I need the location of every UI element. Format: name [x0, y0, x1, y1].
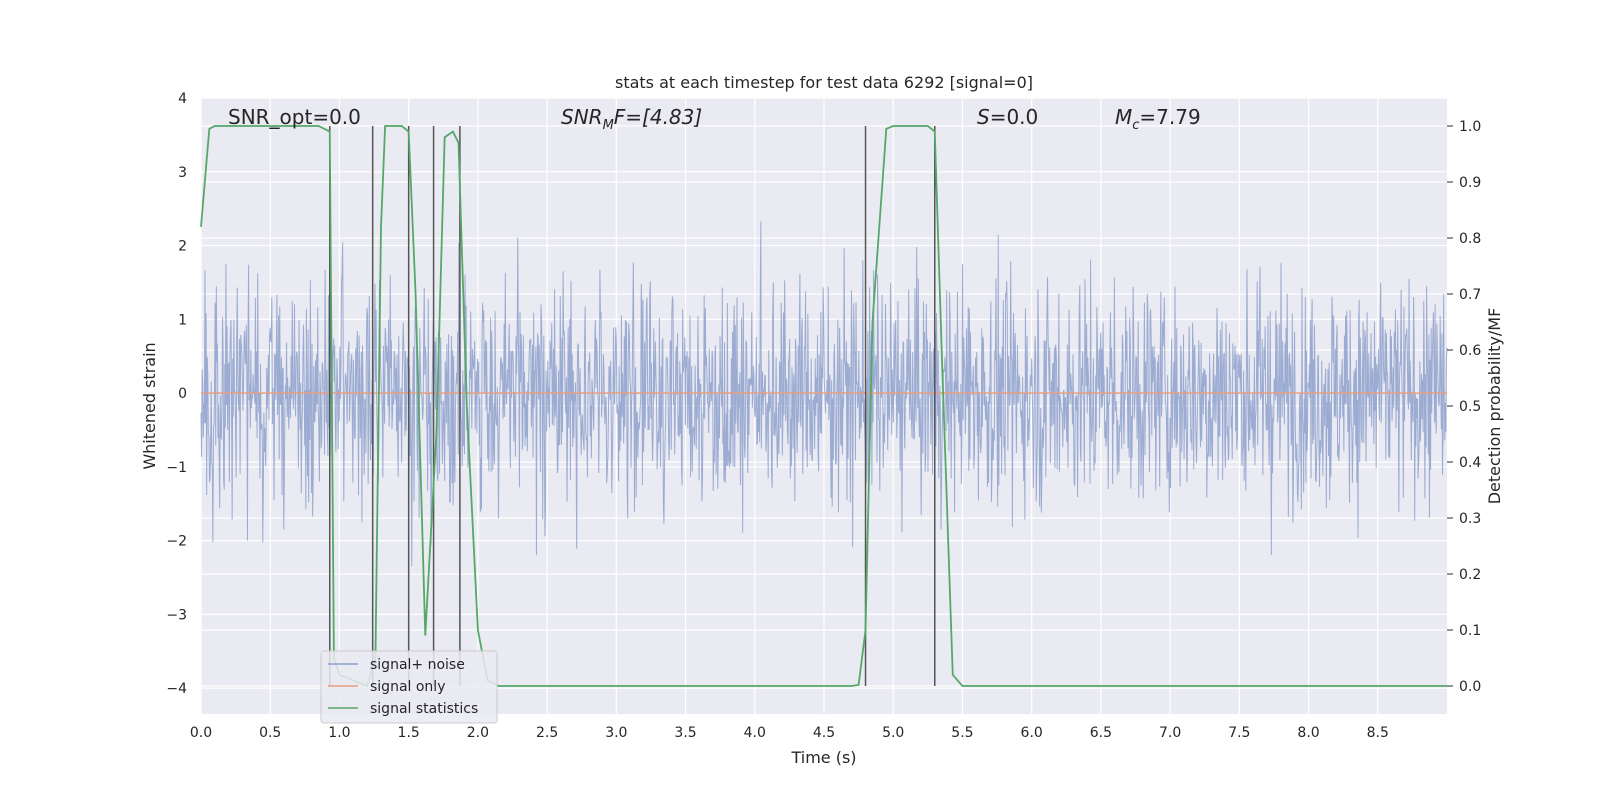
annotation-s-label: S [977, 105, 990, 129]
x-tick-label: 0.5 [259, 725, 281, 741]
x-tick-label: 8.5 [1367, 725, 1389, 741]
x-tick-label: 8.0 [1297, 725, 1319, 741]
signal-statistics-series [200, 125, 1447, 688]
y-right-tick-label: 0.1 [1459, 623, 1481, 639]
y-right-tick-label: 0.6 [1459, 343, 1481, 359]
y-right-tick-label: 0.3 [1459, 511, 1481, 527]
y-left-tick-label: 1 [178, 312, 187, 328]
annotation-mc-sub: c [1132, 118, 1139, 133]
y-right-tick-label: 0.2 [1459, 567, 1481, 583]
annotation-s: S=0.0 [977, 105, 1038, 129]
annotation-snr-mf: SNRMF=[4.83] [561, 105, 702, 133]
y-right-tick-label: 0.9 [1459, 175, 1481, 191]
chart-title: stats at each timestep for test data 629… [615, 73, 1033, 92]
y-axis-right-label: Detection probability/MF [1485, 308, 1504, 505]
x-tick-label: 1.0 [328, 725, 350, 741]
x-tick-label: 0.0 [190, 725, 212, 741]
x-axis-label: Time (s) [790, 748, 856, 767]
annotation-snr-mf-value: F=[4.83] [614, 105, 702, 129]
legend-box [320, 650, 498, 724]
x-tick-label: 6.5 [1090, 725, 1112, 741]
y-axis-left-ticks: 4 3 2 1 0 −1 −2 −3 −4 [166, 91, 187, 697]
x-tick-label: 2.0 [467, 725, 489, 741]
x-axis-ticks: 0.0 0.5 1.0 1.5 2.0 2.5 3.0 3.5 4.0 4.5 5.0 5.5 6.0 6… [190, 725, 1389, 741]
vertical-markers [329, 126, 936, 686]
x-tick-label: 4.5 [813, 725, 835, 741]
y-left-tick-label: −1 [166, 460, 187, 476]
y-right-tick-label: 0.0 [1459, 679, 1481, 695]
annotation-mc-value: =7.79 [1139, 105, 1200, 129]
x-tick-label: 4.0 [744, 725, 766, 741]
x-tick-label: 1.5 [398, 725, 420, 741]
annotation-snr-mf-label: SNR [561, 105, 603, 129]
x-tick-label: 3.0 [605, 725, 627, 741]
y-left-tick-label: −3 [166, 607, 187, 623]
y-left-tick-label: −4 [166, 681, 187, 697]
x-tick-label: 7.0 [1159, 725, 1181, 741]
x-tick-label: 2.5 [536, 725, 558, 741]
y-left-tick-label: −2 [166, 534, 187, 550]
x-tick-label: 7.5 [1228, 725, 1250, 741]
y-left-tick-label: 0 [178, 386, 187, 402]
legend-label-signal-statistics: signal statistics [370, 701, 478, 717]
x-tick-label: 5.5 [951, 725, 973, 741]
annotation-mc: Mc=7.79 [1115, 105, 1201, 133]
y-right-tick-label: 0.5 [1459, 399, 1481, 415]
y-right-tick-label: 1.0 [1459, 119, 1481, 135]
y-right-tick-label: 0.8 [1459, 231, 1481, 247]
y-right-tick-label: 0.7 [1459, 287, 1481, 303]
y-axis-right-ticks: 1.0 0.9 0.8 0.7 0.6 0.5 0.4 0.3 0.2 0.1 0.0 [1447, 119, 1481, 695]
legend-label-signal-only: signal only [370, 679, 445, 695]
y-axis-left-label: Whitened strain [140, 342, 159, 469]
y-left-tick-label: 3 [178, 165, 187, 181]
y-right-tick-label: 0.4 [1459, 455, 1481, 471]
annotation-s-value: =0.0 [990, 105, 1039, 129]
x-tick-label: 3.5 [674, 725, 696, 741]
signal-statistics-line [200, 125, 1447, 688]
annotation-mc-label: M [1115, 105, 1132, 129]
x-tick-label: 6.0 [1021, 725, 1043, 741]
y-left-tick-label: 4 [178, 91, 187, 107]
x-tick-label: 5.0 [882, 725, 904, 741]
y-left-tick-label: 2 [178, 239, 187, 255]
annotation-snr-mf-sub: M [603, 118, 614, 133]
legend-label-signal-noise: signal+ noise [370, 657, 465, 673]
annotation-snr-opt: SNR_opt=0.0 [228, 105, 361, 129]
legend: signal+ noise signal only signal statist… [320, 650, 498, 724]
